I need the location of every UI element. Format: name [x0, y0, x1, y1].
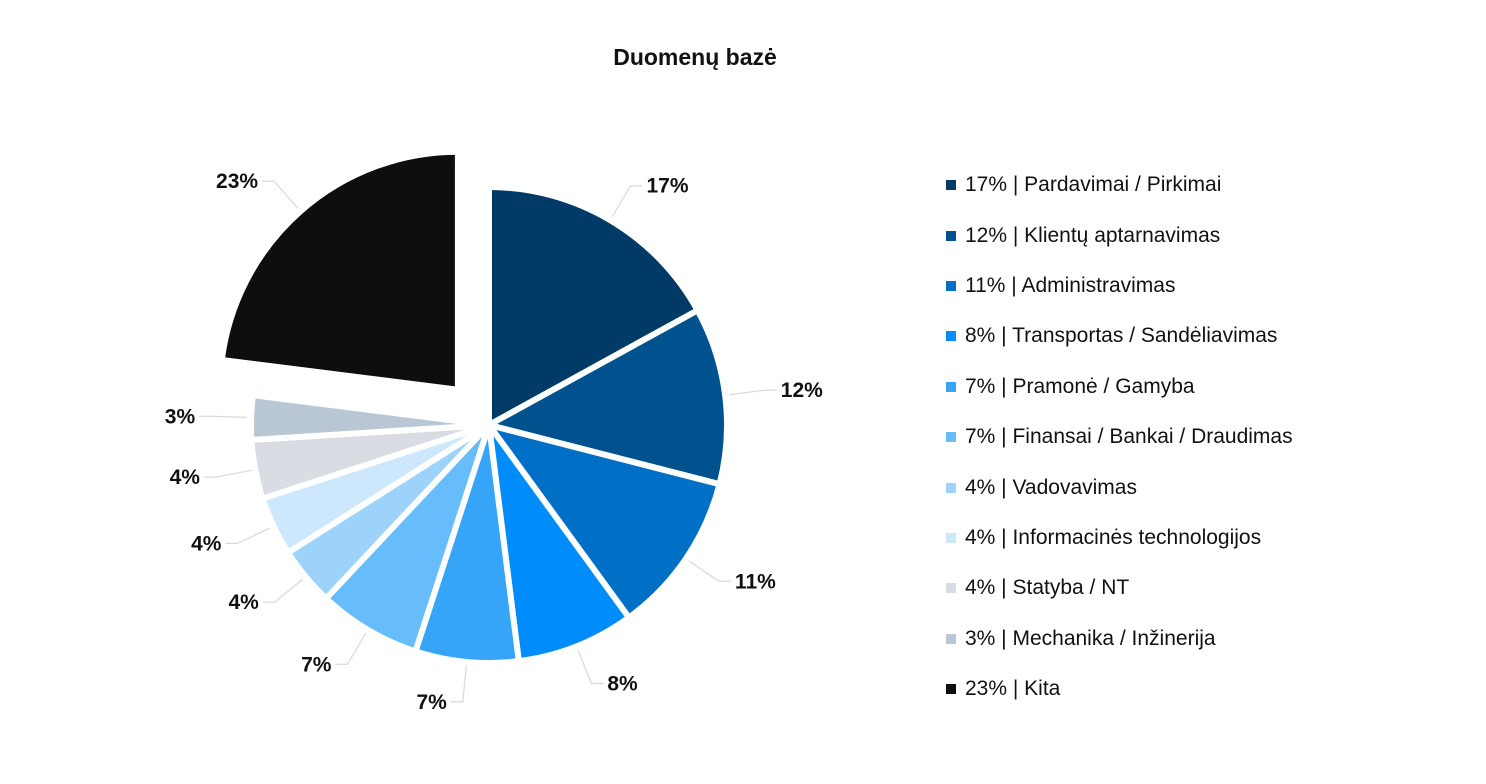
legend-swatch	[946, 583, 956, 594]
legend-label: 8% | Transportas / Sandėliavimas	[965, 324, 1278, 348]
pie-slice-klientu-aptarnavimas	[486, 307, 730, 488]
legend-swatch	[946, 432, 956, 443]
slice-label: 4%	[191, 532, 222, 555]
legend-item: 4% | Vadovavimas	[946, 462, 1293, 512]
legend: 17% | Pardavimai / Pirkimai 12% | Klientų…	[946, 160, 1293, 714]
slice-label: 11%	[735, 570, 776, 593]
legend-label: 17% | Pardavimai / Pirkimai	[965, 173, 1222, 197]
leader-line	[262, 578, 303, 603]
legend-item: 7% | Pramonė / Gamyba	[946, 362, 1293, 412]
legend-swatch	[946, 280, 956, 291]
legend-item: 17% | Pardavimai / Pirkimai	[946, 160, 1293, 210]
leader-line	[450, 665, 467, 703]
leader-line	[611, 185, 643, 218]
leader-line	[262, 180, 299, 209]
leader-line	[729, 389, 777, 396]
legend-item: 3% | Mechanika / Inžinerija	[946, 614, 1293, 664]
slice-label: 17%	[647, 175, 689, 198]
legend-label: 23% | Kita	[965, 677, 1061, 701]
pie-slice-mechanika-inzinerija	[248, 392, 492, 443]
legend-swatch	[946, 633, 956, 644]
legend-swatch	[946, 230, 956, 241]
pie-slices	[218, 148, 730, 666]
legend-label: 4% | Vadovavimas	[965, 475, 1137, 499]
legend-swatch	[946, 381, 956, 392]
legend-label: 4% | Statyba / NT	[965, 576, 1130, 600]
legend-item: 11% | Administravimas	[946, 261, 1293, 311]
slice-label: 8%	[607, 672, 638, 695]
leader-line	[335, 632, 367, 665]
legend-label: 11% | Administravimas	[965, 273, 1176, 297]
slice-label: 12%	[781, 379, 823, 402]
legend-item: 8% | Transportas / Sandėliavimas	[946, 311, 1293, 361]
slice-label: 7%	[416, 691, 447, 714]
legend-item: 12% | Klientų aptarnavimas	[946, 210, 1293, 260]
slice-label: 3%	[165, 405, 196, 428]
pie-slice-administravimas	[486, 422, 723, 621]
leader-lines	[199, 180, 777, 703]
slice-label: 4%	[228, 591, 259, 614]
legend-item: 7% | Finansai / Bankai / Draudimas	[946, 412, 1293, 462]
leader-line	[225, 527, 271, 544]
pie-slice-transportas-sandeliavimas	[486, 422, 632, 665]
leader-line	[577, 649, 604, 685]
legend-label: 4% | Informacinės technologijos	[965, 525, 1262, 549]
legend-label: 7% | Pramonė / Gamyba	[965, 374, 1195, 398]
slice-label: 4%	[170, 466, 201, 489]
leader-line	[199, 415, 248, 418]
legend-item: 23% | Kita	[946, 664, 1293, 714]
legend-label: 7% | Finansai / Bankai / Draudimas	[965, 425, 1293, 449]
legend-label: 12% | Klientų aptarnavimas	[965, 223, 1221, 247]
pie-slice-kita	[218, 148, 461, 393]
pie-slice-pardavimai-pirkimai	[486, 184, 701, 428]
leader-line	[203, 469, 252, 478]
legend-swatch	[946, 331, 956, 342]
percentage-labels: 17% 12% 11% 8% 7% 7% 4% 4% 4% 3% 23%	[165, 170, 823, 714]
slice-label: 23%	[216, 170, 258, 193]
slice-label: 7%	[301, 653, 332, 676]
legend-swatch	[946, 180, 956, 191]
legend-swatch	[946, 482, 956, 493]
legend-item: 4% | Informacinės technologijos	[946, 513, 1293, 563]
legend-item: 4% | Statyba / NT	[946, 563, 1293, 613]
leader-line	[688, 560, 731, 582]
chart-title: Duomenų bazė	[613, 44, 777, 70]
legend-swatch	[946, 532, 956, 543]
legend-swatch	[946, 684, 956, 695]
legend-label: 3% | Mechanika / Inžinerija	[965, 626, 1216, 650]
